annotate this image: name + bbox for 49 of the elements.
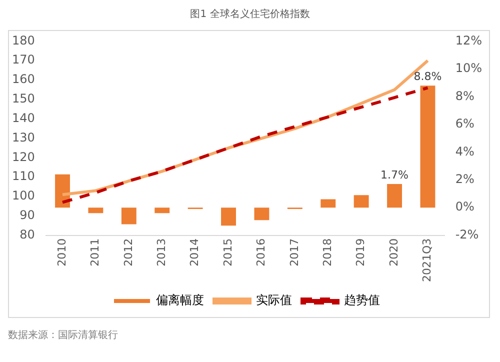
y-tick-label: 100 xyxy=(12,188,35,203)
y-tick-label: 110 xyxy=(12,169,35,184)
source-note: 数据来源：国际清算银行 xyxy=(8,328,119,342)
y2-tick-label: 10% xyxy=(455,61,482,76)
legend-label: 偏离幅度 xyxy=(156,293,204,308)
y2-tick-label: 8% xyxy=(455,88,474,103)
y-tick-label: 120 xyxy=(12,150,35,164)
y-tick-label: 180 xyxy=(12,33,35,48)
x-tick-label: 2013 xyxy=(154,238,168,266)
x-tick-label: 2011 xyxy=(88,238,102,266)
x-tick-label: 2014 xyxy=(188,238,202,266)
y-tick-label: 170 xyxy=(12,52,35,67)
data-label: 1.7% xyxy=(380,168,408,182)
x-tick-label: 2018 xyxy=(320,238,334,266)
line-series xyxy=(61,86,430,204)
y2-tick-label: 2% xyxy=(455,172,474,186)
bar xyxy=(55,174,70,208)
x-tick-label: 2016 xyxy=(254,238,268,266)
y2-tick-label: 12% xyxy=(455,33,482,48)
data-label: 8.8% xyxy=(414,70,442,83)
y2-tick-label: 4% xyxy=(455,144,474,158)
bar xyxy=(88,208,104,214)
bar xyxy=(221,208,236,226)
y2-tick-label: -2% xyxy=(455,227,479,242)
x-tick-label: 2012 xyxy=(122,238,135,266)
y2-tick-label: 0% xyxy=(455,200,474,214)
legend-label: 趋势值 xyxy=(344,293,380,308)
bar xyxy=(254,208,270,220)
y-tick-label: 150 xyxy=(12,92,35,106)
bar xyxy=(320,199,336,208)
x-tick-label: 2020 xyxy=(387,238,400,266)
y-tick-label: 160 xyxy=(12,72,35,86)
y-tick-label: 140 xyxy=(12,110,35,125)
y-tick-label: 80 xyxy=(20,227,35,242)
bar xyxy=(387,184,402,208)
bar xyxy=(354,195,369,208)
x-tick-label: 2017 xyxy=(288,238,301,266)
legend-label: 实际值 xyxy=(256,293,292,308)
x-tick-label: 2019 xyxy=(354,238,368,266)
x-tick-label: 2015 xyxy=(221,238,234,266)
bar xyxy=(154,208,170,214)
y-tick-label: 130 xyxy=(12,130,35,144)
x-tick-label: 2010 xyxy=(55,238,68,266)
bar xyxy=(420,86,436,208)
x-tick-label: 2021Q3 xyxy=(420,238,434,282)
chart-title: 图1 全球名义住宅价格指数 xyxy=(189,8,311,22)
y2-tick-label: 6% xyxy=(455,116,474,131)
bar xyxy=(121,208,136,224)
y-tick-label: 90 xyxy=(20,208,35,222)
